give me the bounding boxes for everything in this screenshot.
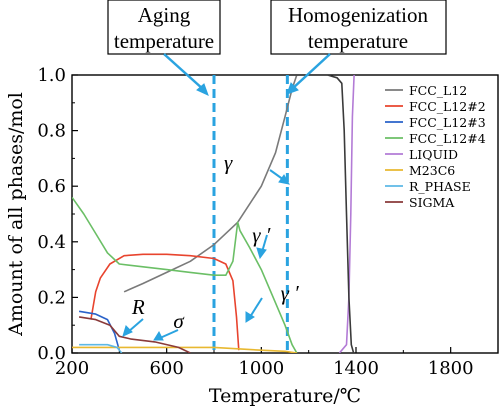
y-tick-label: 0.4 [37, 232, 66, 253]
x-tick-label: 1000 [238, 358, 284, 379]
legend-label: FCC_L12#3 [409, 115, 486, 130]
gamma-prime-arrowhead-2 [245, 311, 255, 323]
homogenization-callout-line2: temperature [308, 29, 408, 53]
phase-annotation-4: R [131, 295, 145, 319]
x-tick-label: 600 [149, 358, 183, 379]
annotation-arrows [122, 169, 290, 341]
phase-annotation-2: γ ′ [252, 223, 271, 247]
legend-label: FCC_L12#4 [409, 131, 486, 146]
x-tick-label: 1800 [428, 358, 474, 379]
gamma-prime-arrow-2 [249, 297, 263, 318]
legend-label: M23C6 [409, 163, 455, 178]
series-line-1 [123, 75, 298, 293]
homogenization-arrow [291, 53, 331, 90]
y-tick-label: 0.8 [37, 121, 66, 142]
phase-annotation-5: σ [173, 309, 185, 333]
aging-callout-line2: temperature [114, 29, 214, 53]
y-tick-label: 0.6 [37, 176, 66, 197]
series-line-6 [72, 346, 297, 353]
y-tick-label: 0.2 [37, 287, 66, 308]
gamma-prime-arrowhead-1 [256, 247, 267, 260]
aging-arrow [163, 53, 205, 91]
legend-label: FCC_L12 [409, 83, 467, 98]
axis-ticks [71, 74, 452, 354]
series-line-3 [78, 310, 121, 351]
y-tick-label: 1.0 [37, 65, 66, 86]
series-line-5 [338, 75, 355, 353]
homogenization-callout-line1: Homogenization [288, 3, 428, 27]
r-arrowhead [122, 325, 133, 337]
gamma-arrowhead [278, 174, 290, 185]
phase-annotation-1: γ [224, 151, 233, 175]
tick-labels: 200 600 1000 1400 1800 0.0 0.2 0.4 0.6 0.8 1.0 [37, 65, 473, 379]
x-tick-label: 200 [55, 358, 89, 379]
legend: FCC_L12FCC_L12#2FCC_L12#3FCC_L12#4LIQUID… [385, 83, 486, 210]
y-tick-label: 0.0 [37, 343, 66, 364]
homogenization-arrowhead [286, 82, 299, 95]
aging-callout-line1: Aging [138, 3, 191, 27]
aging-callout-box [107, 0, 221, 55]
series-line-2 [90, 253, 240, 351]
legend-label: LIQUID [409, 147, 458, 162]
series-line-4 [72, 196, 298, 353]
legend-label: R_PHASE [409, 179, 471, 194]
series-line-8 [78, 316, 191, 353]
sigma-arrowhead [153, 330, 164, 341]
sigma-arrow [159, 329, 179, 339]
homogenization-callout-box [270, 0, 447, 55]
aging-arrowhead [196, 83, 209, 96]
legend-label: FCC_L12#2 [409, 99, 486, 114]
x-axis-label: Temperature/℃ [209, 385, 361, 407]
phase-annotations: γ γ ′ γ ′ Rσ [131, 151, 299, 333]
series-lines [72, 75, 355, 353]
legend-label: SIGMA [409, 195, 455, 210]
callout-arrows [163, 53, 331, 96]
y-axis-label: Amount of all phases/mol [5, 92, 27, 337]
series-line-9 [289, 75, 355, 353]
temperature-markers [212, 75, 289, 353]
x-tick-label: 1400 [333, 358, 379, 379]
phase-annotation-3: γ ′ [281, 281, 300, 305]
series-line-7 [79, 343, 123, 353]
